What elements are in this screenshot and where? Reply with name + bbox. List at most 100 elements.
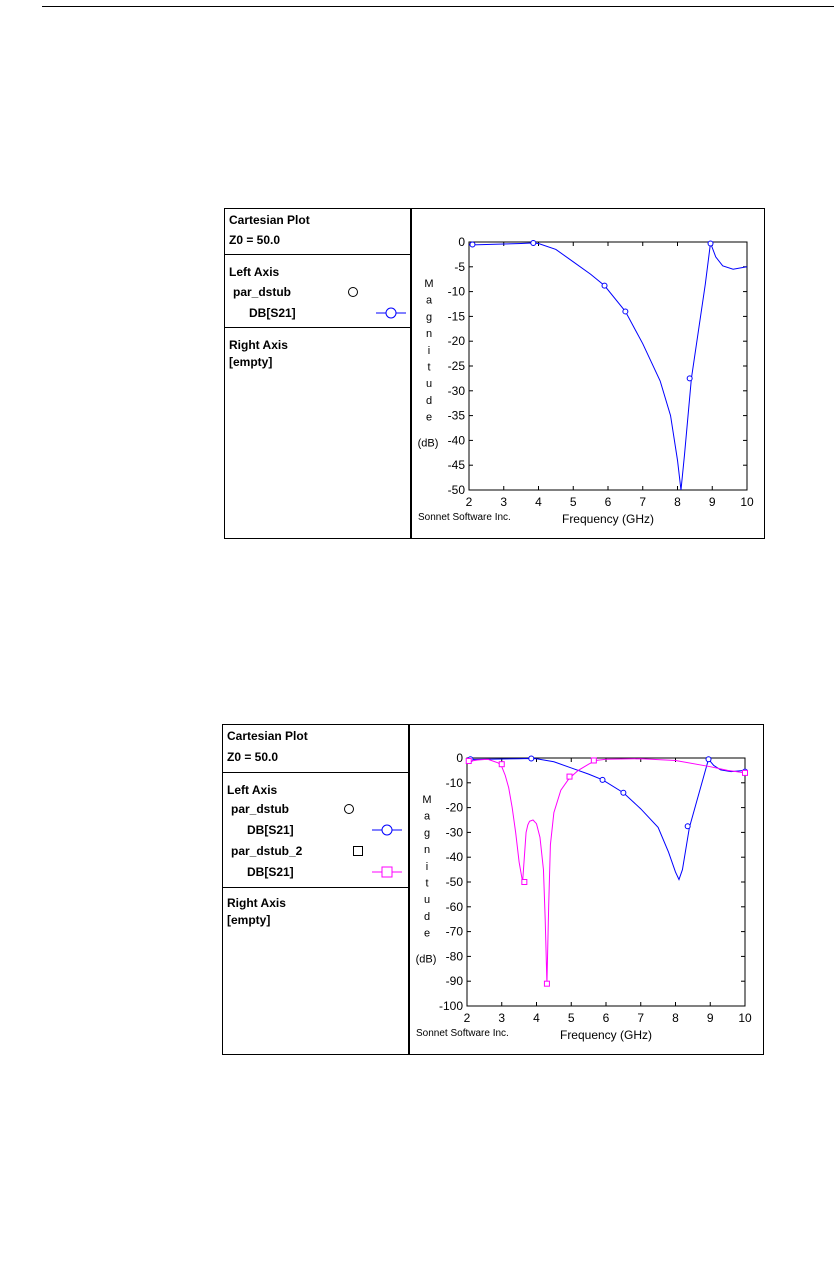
x-tick-label: 5 [568, 1011, 575, 1025]
cartesian-plot-2: Cartesian Plot Z0 = 50.0 Left Axis par_d… [222, 724, 764, 1055]
y-axis-label-letter: u [424, 894, 430, 906]
x-tick-label: 8 [674, 495, 681, 509]
y-axis-label-letter: e [426, 412, 432, 424]
x-tick-label: 8 [672, 1011, 679, 1025]
y-axis-label-letter: g [424, 827, 430, 839]
y-tick-label: 0 [456, 751, 463, 765]
data-point-marker [528, 755, 535, 762]
right-axis-value: [empty] [227, 913, 271, 927]
legend-trace-name: DB[S21] [247, 823, 294, 837]
y-tick-label: -30 [448, 384, 466, 398]
plot-info-section: Cartesian Plot Z0 = 50.0 [225, 209, 410, 255]
plot-info-section: Cartesian Plot Z0 = 50.0 [223, 725, 408, 773]
y-tick-label: -10 [446, 776, 464, 790]
x-tick-label: 6 [605, 495, 612, 509]
y-axis-label-letter: e [424, 928, 430, 940]
z0-value: Z0 = 50.0 [229, 233, 281, 247]
y-tick-label: -50 [448, 483, 466, 497]
y-axis-unit: (dB) [416, 954, 437, 966]
project-square-icon [353, 846, 363, 856]
legend-project-name: par_dstub_2 [231, 844, 303, 858]
data-point-marker [620, 789, 627, 796]
data-point-marker [684, 823, 691, 830]
y-tick-label: -30 [446, 825, 464, 839]
chart-svg: 0 -5 -10 -15 -20 -25 -30 -35 -40 -45 -502 3 4 5 6 7 8 9 10… [418, 235, 754, 526]
data-point-marker [469, 241, 476, 248]
data-point-marker [599, 776, 606, 783]
x-tick-label: 10 [740, 495, 754, 509]
legend-project-name: par_dstub [231, 802, 290, 816]
x-tick-label: 9 [707, 1011, 714, 1025]
legend-trace-name: DB[S21] [247, 865, 294, 879]
y-tick-label: -40 [448, 433, 466, 447]
project-circle-icon [348, 287, 358, 297]
y-tick-label: -15 [448, 309, 466, 323]
right-axis-value: [empty] [229, 355, 273, 369]
x-tick-label: 7 [637, 1011, 644, 1025]
page-top-rule [42, 6, 834, 7]
x-tick-label: 9 [709, 495, 716, 509]
plot-title: Cartesian Plot [229, 213, 310, 227]
y-tick-label: -70 [446, 925, 464, 939]
x-tick-label: 7 [639, 495, 646, 509]
y-tick-label: -90 [446, 974, 464, 988]
z0-value: Z0 = 50.0 [227, 750, 279, 764]
x-tick-label: 3 [498, 1011, 505, 1025]
y-tick-label: -80 [446, 949, 464, 963]
x-tick-label: 4 [533, 1011, 540, 1025]
right-axis-section: Right Axis [empty] [225, 328, 410, 538]
x-tick-label: 10 [738, 1011, 752, 1025]
data-point-marker [465, 757, 472, 764]
x-tick-label: 2 [464, 1011, 471, 1025]
data-point-marker [742, 769, 748, 776]
y-axis-label-letter: d [424, 911, 430, 923]
trace-line-square-icon [372, 866, 402, 878]
x-axis-label: Frequency (GHz) [562, 512, 654, 526]
x-axis-label: Frequency (GHz) [560, 1028, 652, 1042]
right-axis-label: Right Axis [229, 338, 288, 352]
data-point-marker [566, 773, 573, 780]
y-axis-label-letter: M [422, 794, 431, 806]
legend-project-name: par_dstub [233, 285, 292, 299]
x-tick-label: 3 [500, 495, 507, 509]
data-point-marker [601, 282, 608, 289]
data-point-marker [498, 761, 505, 768]
y-tick-label: -35 [448, 409, 466, 423]
y-tick-label: -60 [446, 900, 464, 914]
y-axis-label-letter: i [426, 861, 428, 873]
series-line [467, 758, 745, 881]
left-axis-label: Left Axis [229, 265, 280, 279]
plot-frame [466, 757, 746, 1007]
x-tick-label: 2 [466, 495, 473, 509]
y-axis-label-letter: i [428, 345, 430, 357]
cartesian-plot-1: Cartesian Plot Z0 = 50.0 Left Axis par_d… [224, 208, 765, 539]
left-axis-section: Left Axis par_dstub DB[S21] par_dstub_2 … [223, 773, 408, 888]
legend-trace-name: DB[S21] [249, 306, 296, 320]
data-point-marker [530, 239, 537, 246]
y-axis-unit: (dB) [418, 438, 439, 450]
y-axis-label-letter: t [425, 877, 428, 889]
y-tick-label: -5 [454, 260, 465, 274]
y-tick-label: -25 [448, 359, 466, 373]
x-tick-label: 5 [570, 495, 577, 509]
data-point-marker [543, 980, 550, 987]
plot-title: Cartesian Plot [227, 729, 308, 743]
trace-line-circle-icon [372, 824, 402, 836]
legend-panel: Cartesian Plot Z0 = 50.0 Left Axis par_d… [225, 209, 412, 538]
plot-area: 0 -10 -20 -30 -40 -50 -60 -70 -80 -90 -100 2 3 4 5 6 7 8 9… [410, 725, 763, 1054]
y-axis-label-letter: g [426, 311, 432, 323]
y-axis-label-letter: n [424, 844, 430, 856]
y-axis-label-letter: d [426, 395, 432, 407]
y-tick-label: -20 [448, 334, 466, 348]
plot-frame [468, 241, 748, 491]
y-axis-label-letter: u [426, 378, 432, 390]
credit-text: Sonnet Software Inc. [416, 1028, 509, 1039]
y-tick-label: -45 [448, 458, 466, 472]
y-axis-label-letter: t [427, 361, 430, 373]
series-line [467, 758, 745, 984]
data-point-marker [590, 757, 597, 764]
project-circle-icon [344, 804, 354, 814]
right-axis-section: Right Axis [empty] [223, 888, 408, 1054]
y-axis-label-letter: a [426, 295, 433, 307]
